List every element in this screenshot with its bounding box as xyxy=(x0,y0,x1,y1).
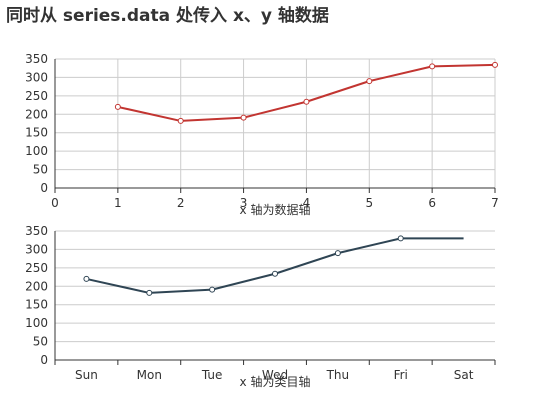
data-point[interactable] xyxy=(177,117,184,124)
x-tick-label: Sun xyxy=(75,368,98,382)
data-point[interactable] xyxy=(146,289,153,296)
y-tick-label: 250 xyxy=(25,261,48,275)
y-tick-label: 350 xyxy=(25,52,48,66)
y-tick-label: 200 xyxy=(25,107,48,121)
x-axis-title: x 轴为数据轴 xyxy=(240,202,311,217)
x-axis-title: x 轴为类目轴 xyxy=(240,374,311,389)
y-tick-label: 200 xyxy=(25,279,48,293)
y-tick-label: 50 xyxy=(33,335,48,349)
data-point[interactable] xyxy=(272,270,278,277)
data-point[interactable] xyxy=(240,114,247,121)
y-tick-label: 100 xyxy=(25,144,48,158)
y-tick-label: 250 xyxy=(25,89,48,103)
data-point[interactable] xyxy=(397,235,404,242)
x-tick-label: 3 xyxy=(240,196,248,210)
y-tick-label: 0 xyxy=(40,181,48,195)
x-tick-label: Mon xyxy=(137,368,162,382)
x-tick-label: 7 xyxy=(491,196,499,210)
data-point[interactable] xyxy=(114,103,121,110)
x-tick-label: Thu xyxy=(326,368,350,382)
data-point[interactable] xyxy=(492,61,498,68)
y-tick-label: 150 xyxy=(25,298,48,312)
chart-1: 0 50 100 150 200 250 300 350 0 1 2 3 4 5 6 7 x 轴为数据轴 xyxy=(25,52,499,217)
data-point[interactable] xyxy=(83,275,90,282)
y-tick-label: 50 xyxy=(33,163,48,177)
series-line xyxy=(86,237,464,294)
x-tick-label: 4 xyxy=(303,196,311,210)
x-tick-label: 0 xyxy=(51,196,59,210)
data-point[interactable] xyxy=(429,63,436,70)
x-tick-label: 5 xyxy=(365,196,373,210)
data-point[interactable] xyxy=(334,250,341,257)
data-point[interactable] xyxy=(209,286,216,293)
y-tick-label: 0 xyxy=(40,353,48,367)
y-tick-label: 150 xyxy=(25,126,48,140)
x-tick-label: Wed xyxy=(262,368,288,382)
page-title: 同时从 series.data 处传入 x、y 轴数据 xyxy=(6,6,329,26)
x-tick-label: 2 xyxy=(177,196,185,210)
y-tick-label: 100 xyxy=(25,316,48,330)
data-point[interactable] xyxy=(366,78,373,85)
x-tick-label: Tue xyxy=(201,368,223,382)
chart-2: 0 50 100 150 200 250 300 350 Sun Mon Tue Wed Thu Fri S… xyxy=(25,224,496,389)
x-tick-label: Fri xyxy=(394,368,408,382)
data-point[interactable] xyxy=(303,98,310,105)
x-tick-label: Sat xyxy=(454,368,474,382)
y-tick-label: 300 xyxy=(25,70,48,84)
x-tick-label: 6 xyxy=(428,196,436,210)
x-tick-label: 1 xyxy=(114,196,122,210)
y-tick-label: 350 xyxy=(25,224,48,238)
y-tick-label: 300 xyxy=(25,242,48,256)
